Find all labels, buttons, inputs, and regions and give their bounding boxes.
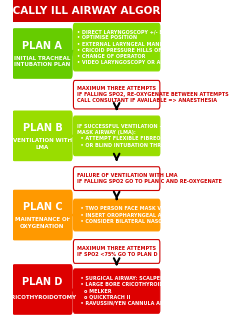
Text: • DIRECT LARYNGOSCOPY +/- BOUGIE
• OPTIMISE POSITION
• EXTERNAL LARYNGEAL MANIPU: • DIRECT LARYNGOSCOPY +/- BOUGIE • OPTIM… [77,29,207,65]
Text: IF SUCCESSFUL VENTILATION + OXYGENATION WITH LARYNGEAL
MASK AIRWAY (LMA):
  • AT: IF SUCCESSFUL VENTILATION + OXYGENATION … [77,124,236,148]
FancyBboxPatch shape [73,239,160,263]
FancyBboxPatch shape [73,199,160,231]
FancyBboxPatch shape [73,269,160,313]
FancyBboxPatch shape [73,80,160,109]
FancyBboxPatch shape [13,0,160,22]
Text: PLAN C: PLAN C [23,202,62,212]
FancyBboxPatch shape [12,190,73,240]
Text: MAXIMUM THREE ATTEMPTS
IF FALLING SPO2, RE-OXYGENATE BETWEEN ATTEMPTS
CALL CONSU: MAXIMUM THREE ATTEMPTS IF FALLING SPO2, … [77,86,229,103]
Text: INITIAL TRACHEAL
INTUBATION PLAN: INITIAL TRACHEAL INTUBATION PLAN [14,56,71,67]
Text: CRICOTHYROIDOTOMY: CRICOTHYROIDOTOMY [8,295,77,300]
Text: • TWO PERSON FACE MASK VENTILATION
  • INSERT OROPHARYNGEAL AIRWAY
  • CONSIDER : • TWO PERSON FACE MASK VENTILATION • INS… [77,206,226,224]
FancyBboxPatch shape [12,264,73,315]
Text: CRITICALLY ILL AIRWAY ALGORITHM: CRITICALLY ILL AIRWAY ALGORITHM [0,6,191,16]
Text: MAINTENANCE OF
OXYGENATION: MAINTENANCE OF OXYGENATION [15,217,70,229]
FancyBboxPatch shape [73,167,160,190]
Text: PLAN A: PLAN A [22,41,62,51]
Text: VENTILATION WITH
LMA: VENTILATION WITH LMA [13,138,72,149]
FancyBboxPatch shape [12,28,73,79]
Text: PLAN D: PLAN D [22,277,63,287]
FancyBboxPatch shape [12,111,73,161]
FancyBboxPatch shape [73,116,160,156]
Text: PLAN B: PLAN B [22,123,62,133]
FancyBboxPatch shape [73,24,160,71]
Text: • SURGICAL AIRWAY: SCALPEL-FINGER-BOUGIE-TUBE
  • LARGE BORE CRICOTHYROIDOTOMY
 : • SURGICAL AIRWAY: SCALPEL-FINGER-BOUGIE… [77,276,225,306]
Text: FAILURE OF VENTILATION WITH LMA
IF FALLING SPO2 GO TO PLAN C AND RE-OXYGENATE: FAILURE OF VENTILATION WITH LMA IF FALLI… [77,173,222,184]
Text: MAXIMUM THREE ATTEMPTS
IF SPO2 <75% GO TO PLAN D: MAXIMUM THREE ATTEMPTS IF SPO2 <75% GO T… [77,246,158,257]
